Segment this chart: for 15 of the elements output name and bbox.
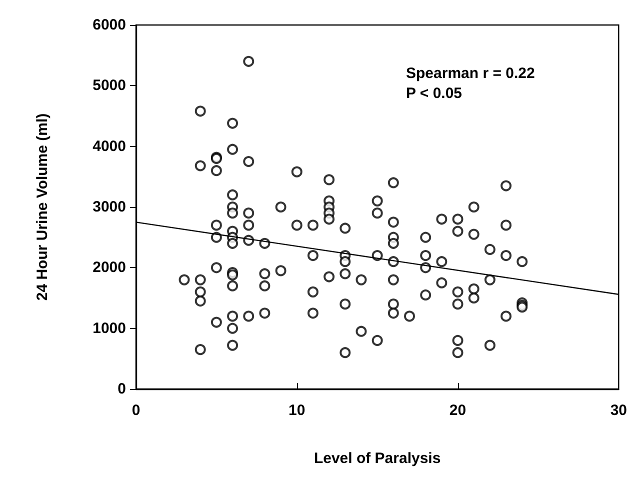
x-tick-label: 30 [610, 402, 627, 419]
x-tick-label: 20 [449, 402, 466, 419]
x-axis-title: Level of Paralysis [314, 450, 441, 467]
y-tick-label: 3000 [92, 198, 126, 216]
y-tick-label: 2000 [92, 259, 126, 276]
y-tick-label: 5000 [92, 77, 126, 94]
x-tick-label: 0 [132, 402, 140, 419]
x-tick-label: 10 [288, 402, 306, 419]
y-tick-label: 6000 [92, 16, 126, 34]
y-tick-label: 0 [118, 380, 126, 398]
y-tick-label: 1000 [92, 320, 126, 337]
y-axis-title: 24 Hour Urine Volume (ml) [34, 113, 51, 301]
y-tick-label: 4000 [92, 138, 126, 155]
annotation: Spearman r = 0.22 [406, 65, 535, 82]
annotation: P < 0.05 [406, 85, 462, 102]
